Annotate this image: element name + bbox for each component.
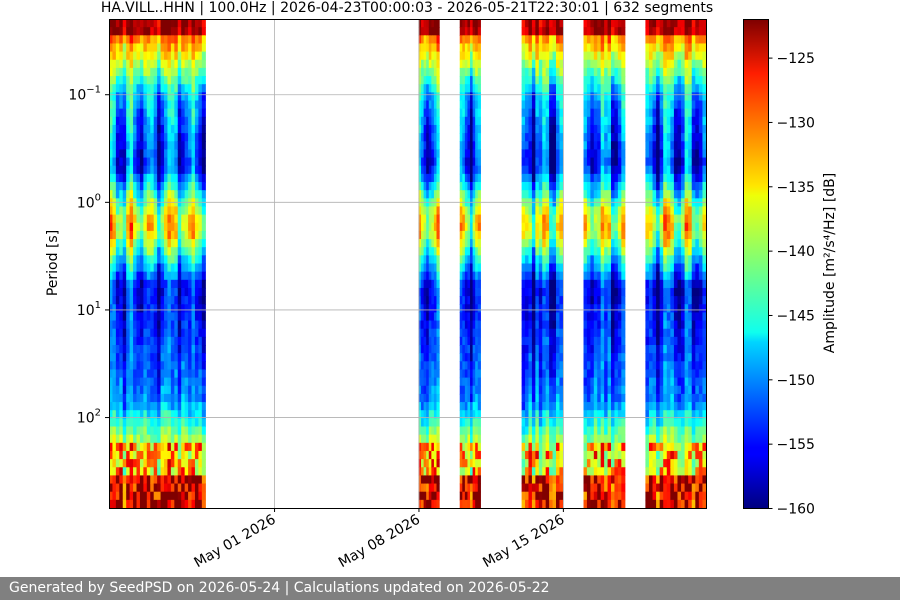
y-tick-exponent: −1 bbox=[86, 85, 101, 96]
colorbar-tick-label: −130 bbox=[777, 115, 815, 131]
y-tick-exponent: 1 bbox=[95, 300, 101, 311]
y-tick-exponent: 0 bbox=[95, 192, 101, 203]
data-segment bbox=[583, 19, 626, 508]
y-tick-label: 102 bbox=[77, 408, 101, 427]
x-axis: May 01 2026 May 08 2026 May 15 2026 bbox=[191, 508, 567, 571]
data-segment bbox=[418, 19, 440, 508]
colorbar-tick-label: −160 bbox=[777, 502, 815, 518]
spectrogram-heatmap bbox=[109, 19, 706, 508]
x-tick-label: May 15 2026 bbox=[480, 512, 567, 572]
colorbar-ticks: −125 −130 −135 −140 −145 −150 −155 −160 bbox=[768, 51, 815, 518]
x-tick-label: May 01 2026 bbox=[191, 512, 278, 572]
y-tick-label: 100 bbox=[77, 192, 101, 211]
colorbar-tick-label: −135 bbox=[777, 180, 815, 196]
y-tick-label: 10−1 bbox=[68, 85, 101, 104]
data-segment bbox=[645, 19, 706, 508]
x-tick-label: May 08 2026 bbox=[336, 512, 423, 572]
data-segment bbox=[109, 19, 206, 508]
colorbar-tick-label: −155 bbox=[777, 437, 815, 453]
plot-frame bbox=[109, 19, 707, 509]
psd-chart: HA.VILL..HHN | 100.0Hz | 2026-04-23T00:0… bbox=[45, 0, 838, 571]
colorbar-tick-label: −145 bbox=[777, 308, 815, 324]
chart-title: HA.VILL..HHN | 100.0Hz | 2026-04-23T00:0… bbox=[101, 0, 713, 16]
footer-bar: Generated by SeedPSD on 2026-05-24 | Cal… bbox=[0, 577, 900, 600]
footer-text: Generated by SeedPSD on 2026-05-24 | Cal… bbox=[9, 580, 550, 596]
y-axis-label: Period [s] bbox=[45, 230, 61, 296]
grid-lines bbox=[109, 19, 706, 508]
data-segment bbox=[459, 19, 481, 508]
colorbar-tick-label: −140 bbox=[777, 244, 815, 260]
colorbar-tick-label: −150 bbox=[777, 373, 815, 389]
y-tick-exponent: 2 bbox=[95, 408, 101, 419]
data-segment bbox=[521, 19, 564, 508]
colorbar bbox=[743, 19, 769, 509]
colorbar-label: Amplitude [m²/s⁴/Hz] [dB] bbox=[822, 173, 838, 353]
colorbar-tick-label: −125 bbox=[777, 51, 815, 67]
y-tick-label: 101 bbox=[77, 300, 101, 319]
